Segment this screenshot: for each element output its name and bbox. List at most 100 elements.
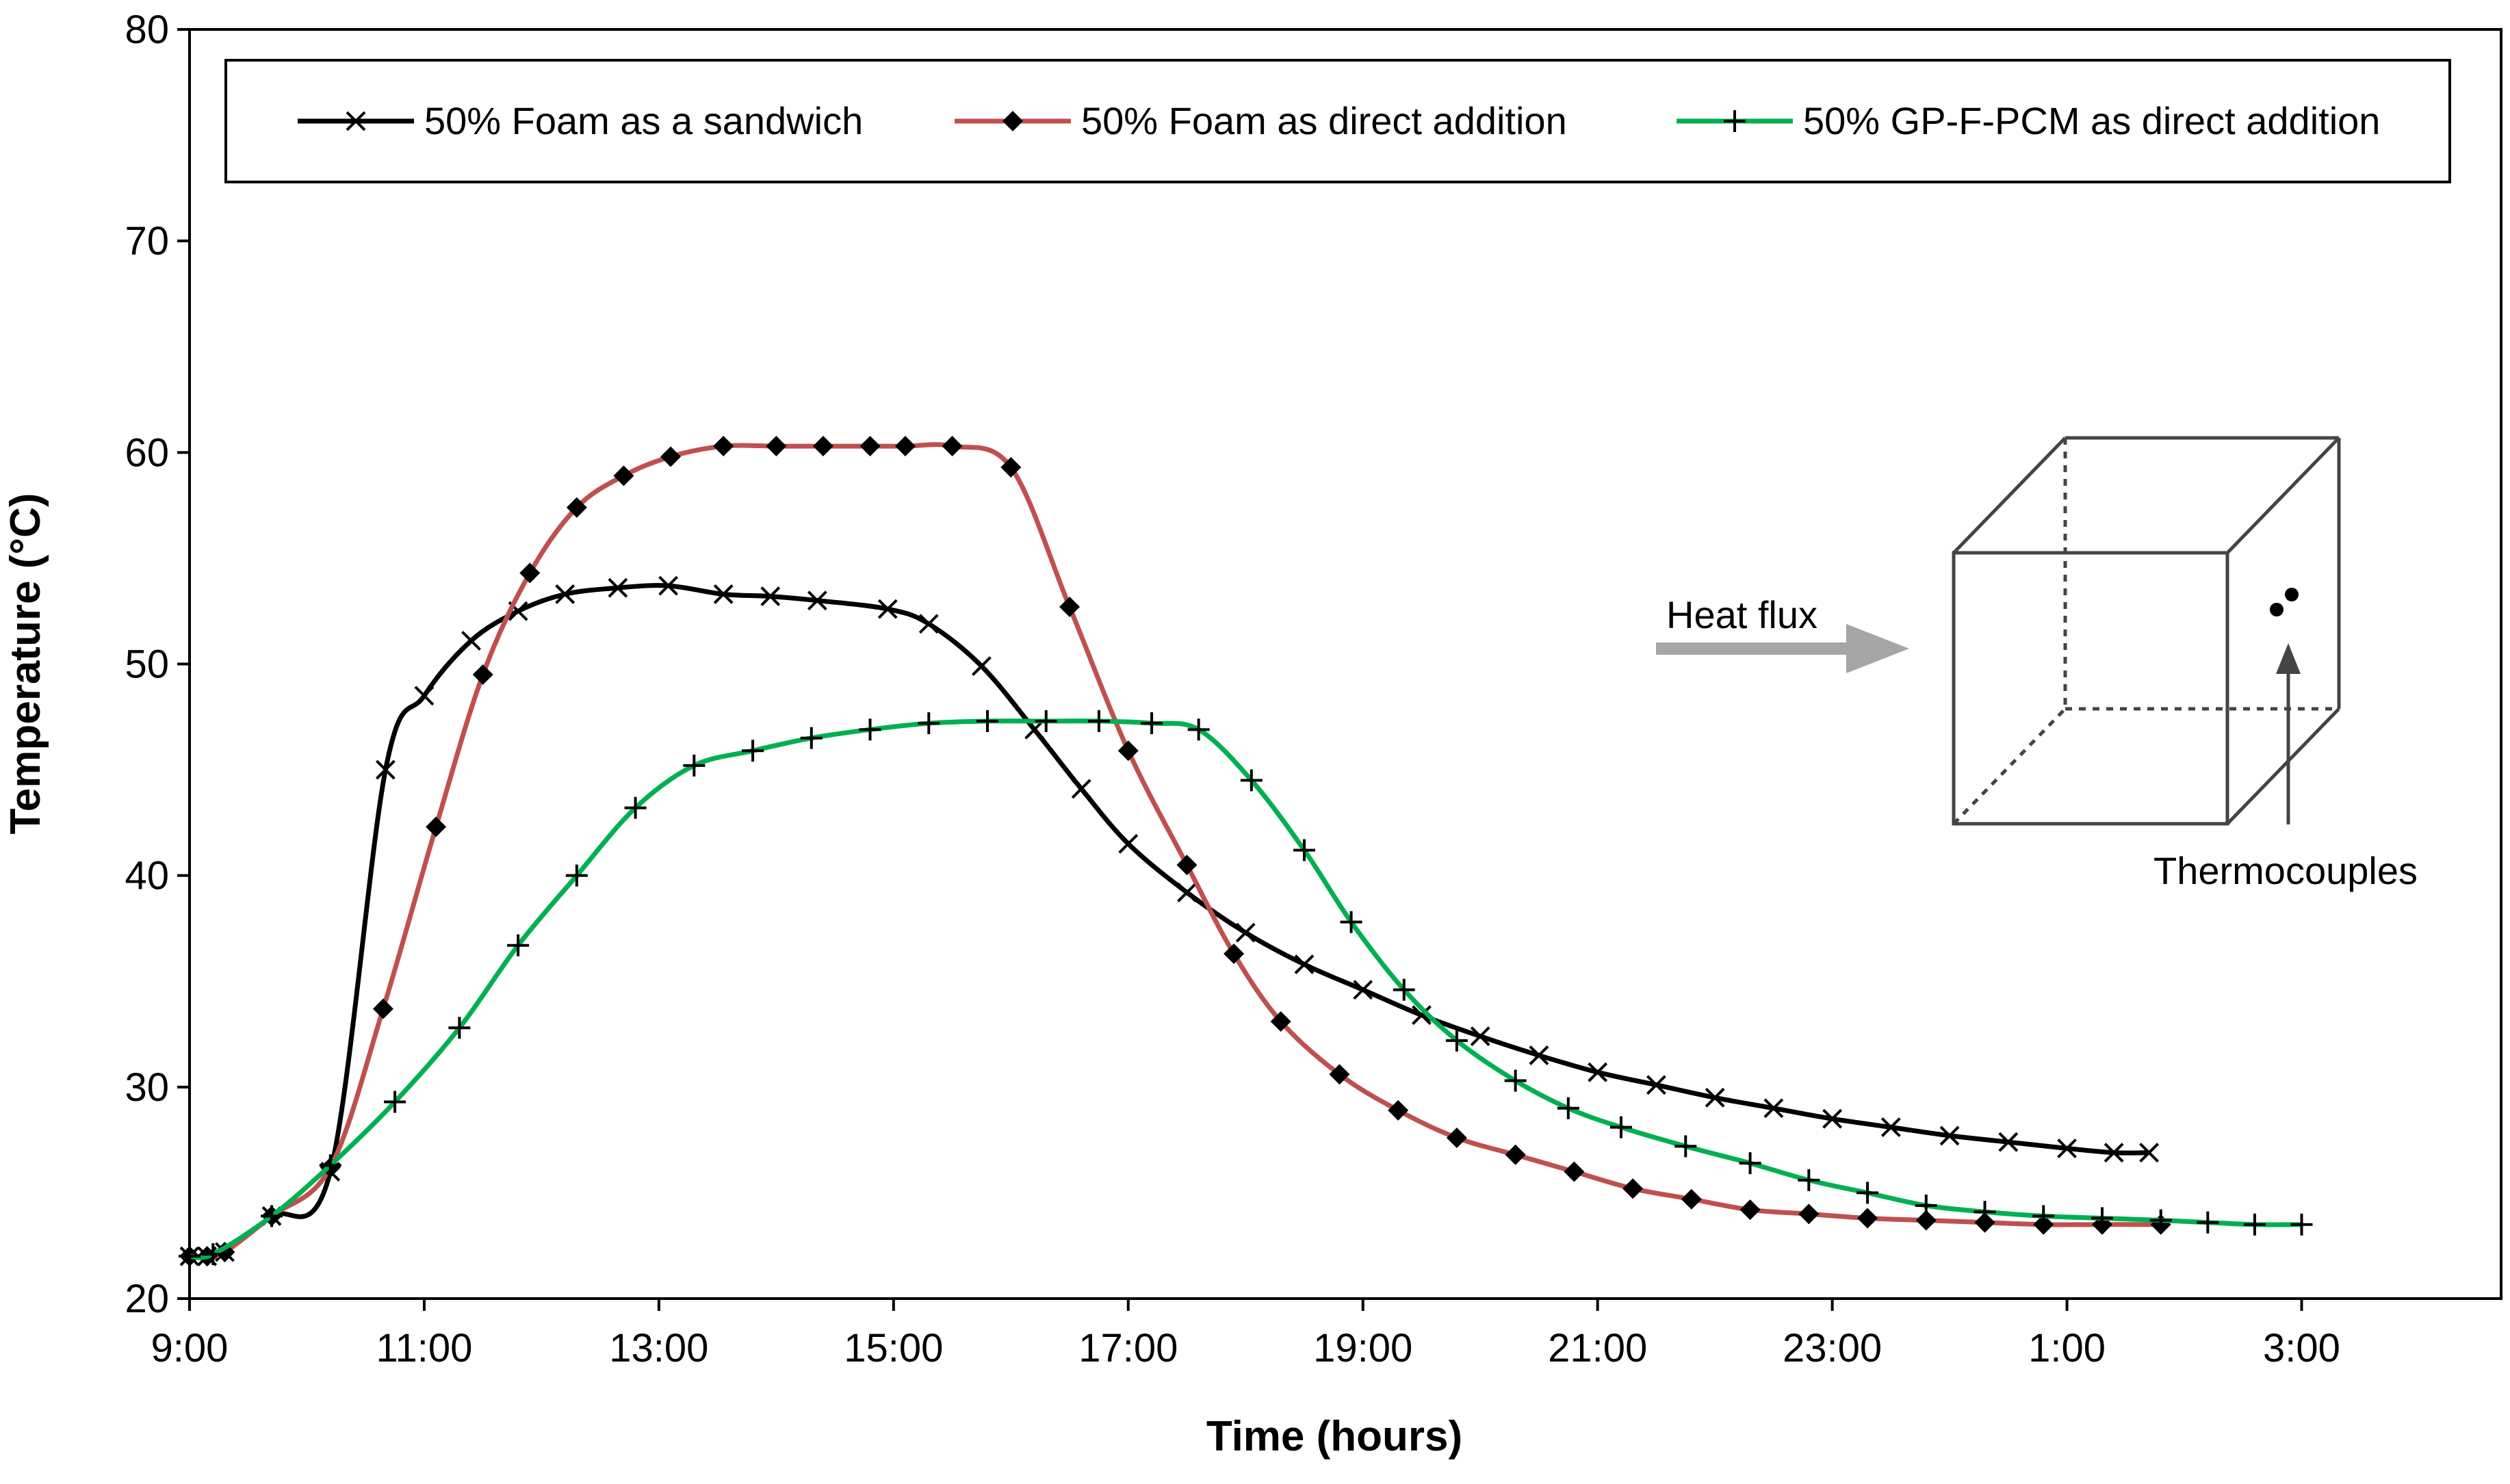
legend-item: 50% Foam as a sandwich bbox=[298, 99, 863, 142]
data-point-plus-marker bbox=[1240, 769, 1263, 792]
legend-item: 50% Foam as direct addition bbox=[955, 99, 1567, 142]
data-point-x-marker bbox=[1939, 1125, 1960, 1146]
series-line bbox=[189, 583, 2149, 1260]
data-point-plus-marker bbox=[1293, 839, 1315, 861]
data-point-plus-marker bbox=[384, 1091, 406, 1113]
data-point-diamond-marker bbox=[1622, 1178, 1644, 1199]
data-point-diamond-marker bbox=[1564, 1161, 1585, 1182]
data-point-plus-marker bbox=[202, 1243, 224, 1266]
data-point-diamond-marker bbox=[1388, 1099, 1409, 1121]
series-line bbox=[189, 718, 2302, 1260]
data-point-diamond-marker bbox=[472, 664, 493, 685]
data-point-x-marker bbox=[1646, 1075, 1666, 1095]
data-point-diamond-marker bbox=[1059, 597, 1081, 618]
data-point-plus-marker bbox=[859, 718, 881, 741]
data-point-x-marker bbox=[1118, 833, 1139, 854]
data-point-plus-marker bbox=[319, 1154, 341, 1177]
data-point-plus-marker bbox=[918, 712, 940, 735]
x-axis-label: Time (hours) bbox=[1206, 1413, 1462, 1460]
heat-flux-label: Heat flux bbox=[1666, 593, 1817, 636]
data-point-x-marker bbox=[2104, 1143, 2124, 1163]
data-point-plus-marker bbox=[1974, 1201, 1996, 1223]
data-point-x-marker bbox=[1412, 1005, 1432, 1026]
data-point-diamond-marker bbox=[1000, 456, 1022, 478]
data-point-diamond-marker bbox=[1176, 855, 1198, 876]
y-tick-label: 40 bbox=[125, 854, 169, 898]
data-point-diamond-marker bbox=[519, 562, 541, 584]
data-point-diamond-marker bbox=[713, 436, 734, 457]
legend-item: 50% GP-F-PCM as direct addition bbox=[1677, 99, 2380, 142]
y-axis: 20 30 40 50 60 70 80 bbox=[125, 8, 190, 1321]
data-point-plus-marker bbox=[1915, 1194, 1937, 1216]
data-point-x-marker bbox=[1705, 1087, 1725, 1108]
data-point-plus-marker bbox=[2197, 1211, 2219, 1234]
data-point-plus-marker bbox=[448, 1017, 471, 1039]
data-point-x-marker bbox=[1470, 1026, 1490, 1047]
data-point-diamond-marker bbox=[812, 436, 833, 457]
data-point-diamond-marker bbox=[1446, 1128, 1467, 1149]
data-point-x-marker bbox=[608, 577, 628, 598]
data-point-x-marker bbox=[2139, 1143, 2159, 1163]
x-tick-label: 9:00 bbox=[151, 1326, 229, 1370]
data-point-x-marker bbox=[375, 759, 396, 780]
data-point-x-marker bbox=[972, 656, 992, 677]
data-point-x-marker bbox=[414, 686, 435, 706]
legend-label: 50% Foam as a sandwich bbox=[424, 99, 863, 142]
data-point-x-marker bbox=[1235, 922, 1256, 943]
data-point-x-marker bbox=[807, 590, 827, 611]
data-point-diamond-marker bbox=[660, 446, 682, 467]
heat-flux-arrow-icon bbox=[1656, 624, 1909, 673]
x-tick-label: 19:00 bbox=[1313, 1326, 1412, 1370]
data-point-plus-marker bbox=[2091, 1207, 2113, 1229]
data-point-diamond-marker bbox=[1224, 943, 1245, 965]
series-1 bbox=[179, 575, 2159, 1266]
data-point-plus-marker bbox=[2149, 1209, 2172, 1232]
data-point-plus-marker bbox=[1739, 1152, 1761, 1175]
data-point-x-marker bbox=[1294, 954, 1315, 974]
data-point-x-marker bbox=[1529, 1045, 1549, 1065]
y-tick-label: 20 bbox=[125, 1277, 169, 1321]
data-point-diamond-marker bbox=[1117, 740, 1139, 761]
x-tick-label: 15:00 bbox=[844, 1326, 943, 1370]
legend: 50% Foam as a sandwich 50% Foam as direct… bbox=[224, 59, 2451, 183]
data-point-diamond-marker bbox=[1505, 1144, 1526, 1165]
data-point-plus-marker bbox=[1798, 1169, 1820, 1191]
data-point-diamond-marker bbox=[1329, 1064, 1350, 1085]
data-point-x-marker bbox=[1024, 719, 1045, 740]
legend-label: 50% Foam as direct addition bbox=[1081, 99, 1567, 142]
series-line bbox=[189, 442, 2161, 1260]
data-point-plus-marker bbox=[742, 740, 764, 762]
series-layer bbox=[179, 436, 2313, 1268]
data-point-x-marker bbox=[713, 584, 734, 604]
data-point-plus-marker bbox=[1609, 1116, 1632, 1138]
y-tick-label: 30 bbox=[125, 1065, 169, 1110]
data-point-x-marker bbox=[1822, 1108, 1843, 1129]
data-point-plus-marker bbox=[507, 934, 530, 956]
data-point-diamond-marker bbox=[859, 436, 881, 457]
data-point-plus-marker bbox=[1035, 710, 1057, 732]
data-point-x-marker bbox=[555, 584, 575, 604]
data-point-plus-marker bbox=[624, 796, 647, 819]
series-2 bbox=[179, 436, 2171, 1267]
y-tick-label: 60 bbox=[125, 430, 169, 475]
data-point-diamond-marker bbox=[566, 497, 587, 518]
data-point-diamond-marker bbox=[1739, 1199, 1761, 1221]
data-point-plus-marker bbox=[1393, 978, 1415, 1001]
data-point-plus-marker bbox=[1087, 710, 1110, 732]
y-tick-label: 70 bbox=[125, 219, 169, 263]
data-point-diamond-marker bbox=[426, 816, 447, 837]
data-point-x-marker bbox=[1177, 882, 1197, 902]
x-tick-label: 3:00 bbox=[2263, 1326, 2340, 1370]
x-tick-label: 21:00 bbox=[1548, 1326, 1647, 1370]
x-tick-label: 1:00 bbox=[2028, 1326, 2106, 1370]
y-tick-label: 80 bbox=[125, 8, 169, 52]
x-tick-label: 11:00 bbox=[376, 1326, 473, 1370]
series-3 bbox=[179, 710, 2313, 1268]
data-point-x-marker bbox=[1763, 1098, 1784, 1119]
data-point-plus-marker bbox=[179, 1245, 200, 1268]
legend-box bbox=[224, 59, 2451, 183]
legend-label: 50% GP-F-PCM as direct addition bbox=[1803, 99, 2380, 142]
data-point-diamond-marker bbox=[1681, 1188, 1702, 1210]
